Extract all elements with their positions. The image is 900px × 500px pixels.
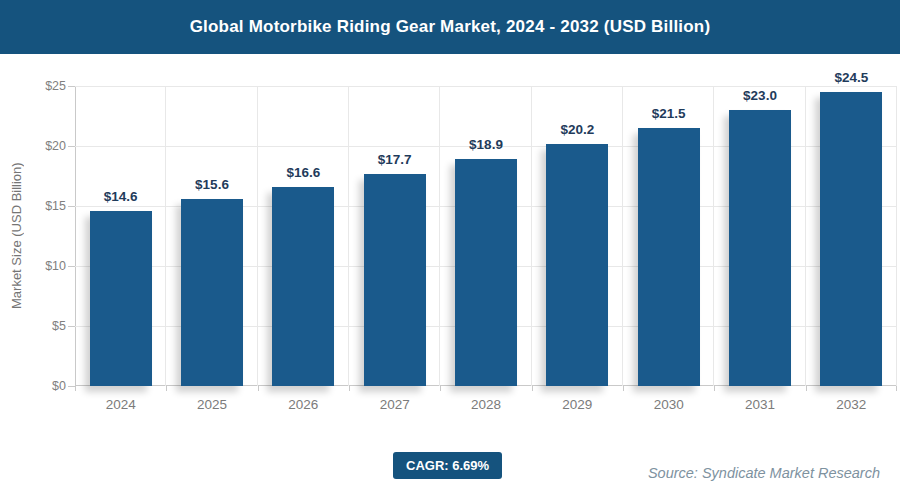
bar-value-label: $21.5	[652, 106, 686, 121]
bar-value-label: $15.6	[195, 177, 229, 192]
bar-value-label: $23.0	[743, 88, 777, 103]
x-axis-tick	[623, 386, 624, 391]
vertical-gridline	[713, 86, 714, 386]
x-axis-category-label: 2026	[288, 397, 318, 412]
y-axis-labels: $0$5$10$15$20$25	[0, 86, 66, 386]
cagr-badge: CAGR: 6.69%	[393, 452, 502, 479]
bar-value-label: $14.6	[104, 189, 138, 204]
vertical-gridline	[531, 86, 532, 386]
x-axis-tick	[440, 386, 441, 391]
bar	[90, 211, 152, 386]
x-axis-category-label: 2030	[654, 397, 684, 412]
x-axis-category-label: 2024	[106, 397, 136, 412]
y-axis-tick-label: $25	[0, 78, 66, 94]
y-axis-tick-label: $20	[0, 138, 66, 154]
vertical-gridline	[257, 86, 258, 386]
plot-area: $14.62024$15.62025$16.62026$17.72027$18.…	[75, 86, 897, 386]
bar-value-label: $20.2	[560, 122, 594, 137]
x-axis-tick	[258, 386, 259, 391]
bar	[820, 92, 882, 386]
y-axis-tick-label: $15	[0, 198, 66, 214]
x-axis-tick	[349, 386, 350, 391]
y-axis-tick	[68, 326, 75, 327]
vertical-gridline	[805, 86, 806, 386]
y-axis-tick	[68, 266, 75, 267]
y-axis-line	[75, 86, 76, 386]
bar	[181, 199, 243, 386]
x-axis-tick	[714, 386, 715, 391]
y-axis-tick	[68, 86, 75, 87]
bar	[455, 159, 517, 386]
x-axis-category-label: 2029	[562, 397, 592, 412]
chart-title: Global Motorbike Riding Gear Market, 202…	[190, 17, 711, 37]
y-axis-tick-label: $10	[0, 258, 66, 274]
x-axis-category-label: 2031	[745, 397, 775, 412]
bar	[729, 110, 791, 386]
x-axis-tick	[75, 386, 76, 391]
horizontal-gridline	[75, 86, 897, 87]
x-axis-tick	[166, 386, 167, 391]
x-axis-category-label: 2032	[836, 397, 866, 412]
y-axis-tick	[68, 386, 75, 387]
y-axis-tick-label: $0	[0, 378, 66, 394]
y-axis-tick	[68, 206, 75, 207]
x-axis-category-label: 2028	[471, 397, 501, 412]
vertical-gridline	[165, 86, 166, 386]
bar	[546, 144, 608, 386]
vertical-gridline	[348, 86, 349, 386]
x-axis-category-label: 2025	[197, 397, 227, 412]
bar-value-label: $17.7	[378, 152, 412, 167]
x-axis-tick	[896, 386, 897, 391]
x-axis-tick	[532, 386, 533, 391]
vertical-gridline	[439, 86, 440, 386]
bar-value-label: $16.6	[286, 165, 320, 180]
bar	[638, 128, 700, 386]
bar-value-label: $24.5	[834, 70, 868, 85]
x-axis-tick	[806, 386, 807, 391]
bar	[364, 174, 426, 386]
chart-header-banner: Global Motorbike Riding Gear Market, 202…	[0, 0, 900, 54]
y-axis-tick-label: $5	[0, 318, 66, 334]
vertical-gridline	[896, 86, 897, 386]
bar-value-label: $18.9	[469, 137, 503, 152]
y-axis-tick	[68, 146, 75, 147]
vertical-gridline	[622, 86, 623, 386]
source-attribution: Source: Syndicate Market Research	[648, 465, 880, 481]
x-axis-category-label: 2027	[380, 397, 410, 412]
bar	[272, 187, 334, 386]
